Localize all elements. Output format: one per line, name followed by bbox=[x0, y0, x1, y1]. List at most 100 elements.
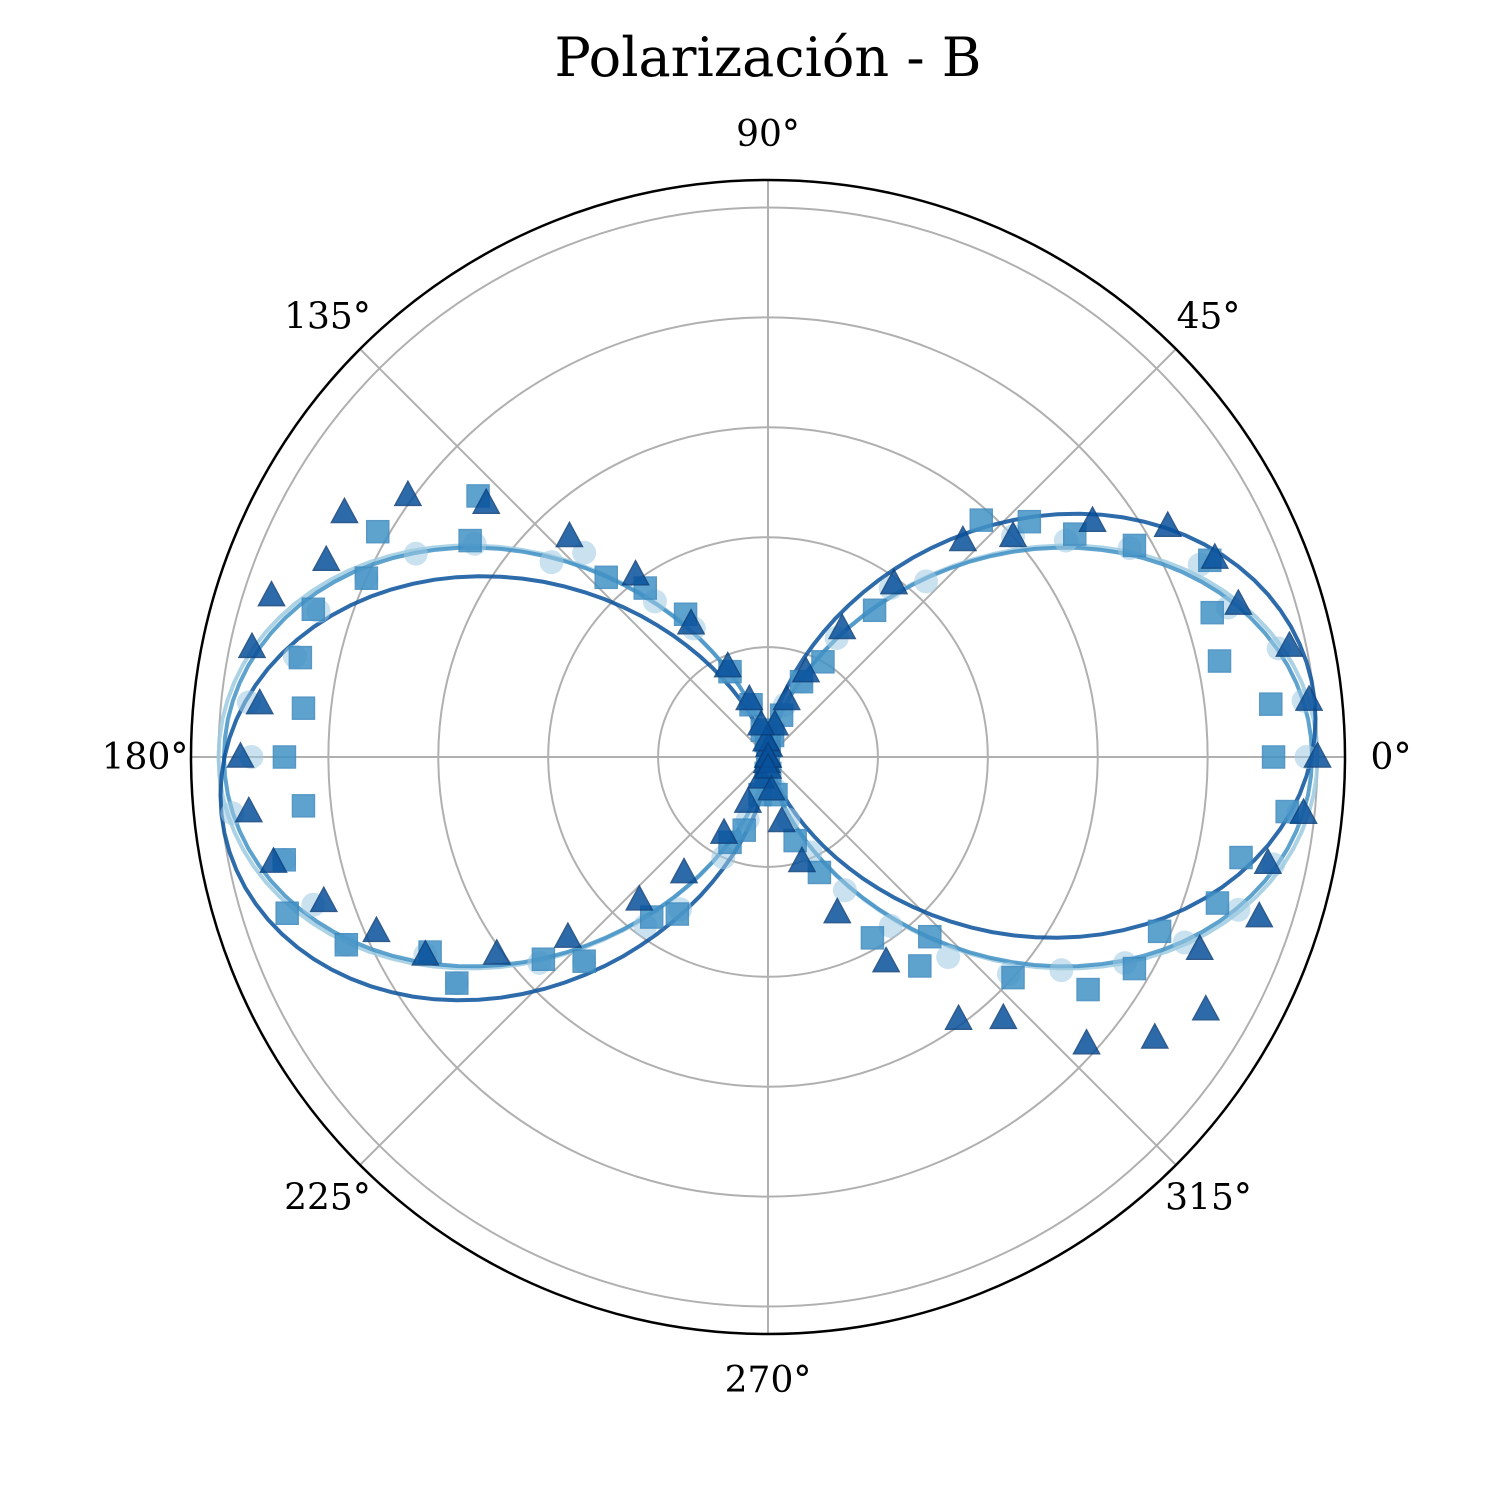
data-point-triangle bbox=[791, 656, 821, 683]
data-point-triangle bbox=[1185, 933, 1214, 960]
data-point-triangle bbox=[311, 544, 341, 572]
data-point-circle bbox=[403, 541, 428, 566]
data-point-circle bbox=[1049, 958, 1074, 983]
data-point-square bbox=[860, 926, 885, 950]
data-point-square bbox=[291, 794, 316, 818]
data-point-square bbox=[272, 745, 297, 769]
theta-tick-label: 135° bbox=[284, 296, 371, 337]
data-point-square bbox=[862, 598, 887, 623]
data-point-triangle bbox=[1140, 1022, 1170, 1049]
theta-tick-label: 225° bbox=[284, 1178, 371, 1219]
data-point-square bbox=[908, 954, 932, 978]
data-point-triangle bbox=[259, 846, 288, 873]
data-point-triangle bbox=[234, 795, 264, 823]
data-markers bbox=[220, 479, 1332, 1055]
data-point-triangle bbox=[1245, 901, 1274, 928]
data-point-triangle bbox=[245, 688, 275, 715]
data-point-triangle bbox=[257, 580, 286, 607]
data-point-triangle bbox=[823, 897, 852, 924]
data-point-square bbox=[1229, 845, 1253, 870]
data-point-triangle bbox=[1200, 542, 1230, 569]
data-point-triangle bbox=[1289, 797, 1318, 825]
data-point-square bbox=[1200, 600, 1224, 625]
data-point-triangle bbox=[998, 520, 1028, 548]
data-point-circle bbox=[914, 569, 939, 594]
data-point-square bbox=[1122, 533, 1147, 558]
data-point-triangle bbox=[669, 857, 699, 884]
data-point-square bbox=[783, 828, 807, 853]
theta-tick-labels: 0° 45° 90° 135° 180° 225° 270° 315° bbox=[102, 114, 1412, 1401]
data-point-square bbox=[1147, 919, 1172, 944]
data-point-square bbox=[531, 947, 556, 971]
data-point-circle bbox=[832, 878, 857, 903]
data-point-square bbox=[732, 818, 756, 842]
data-point-square bbox=[291, 696, 316, 720]
theta-tick-label: 90° bbox=[736, 114, 800, 155]
data-point-triangle bbox=[772, 683, 801, 711]
data-point-square bbox=[811, 650, 835, 674]
data-point-square bbox=[807, 860, 832, 885]
data-point-triangle bbox=[555, 520, 584, 548]
data-point-triangle bbox=[871, 946, 901, 973]
theta-tick-label: 270° bbox=[725, 1360, 812, 1401]
data-point-triangle bbox=[1191, 994, 1221, 1021]
data-point-triangle bbox=[1153, 510, 1183, 537]
data-point-triangle bbox=[482, 938, 512, 965]
data-point-triangle bbox=[553, 921, 583, 948]
theta-gridline bbox=[359, 348, 769, 758]
data-point-square bbox=[572, 949, 596, 973]
data-point-triangle bbox=[989, 1002, 1018, 1030]
data-point-square bbox=[366, 519, 390, 544]
data-point-triangle bbox=[393, 479, 423, 507]
data-point-triangle bbox=[753, 752, 783, 779]
data-point-circle bbox=[936, 945, 961, 970]
data-point-triangle bbox=[237, 631, 267, 659]
data-point-triangle bbox=[621, 559, 650, 586]
data-point-square bbox=[1122, 956, 1147, 981]
data-point-triangle bbox=[1078, 505, 1107, 532]
data-point-triangle bbox=[709, 817, 739, 844]
data-point-square bbox=[969, 508, 994, 532]
data-point-triangle bbox=[944, 1003, 973, 1031]
data-point-triangle bbox=[1224, 588, 1253, 615]
data-point-square bbox=[445, 971, 469, 995]
data-point-circle bbox=[878, 913, 903, 938]
data-point-triangle bbox=[676, 608, 706, 635]
data-point-triangle bbox=[767, 805, 796, 833]
data-point-square bbox=[275, 901, 299, 925]
data-point-triangle bbox=[625, 884, 654, 911]
polar-frame bbox=[189, 178, 1347, 1336]
fit-curve-triangle bbox=[218, 511, 1318, 1003]
data-point-triangle bbox=[1072, 1028, 1101, 1055]
data-point-triangle bbox=[733, 786, 763, 813]
data-point-triangle bbox=[735, 683, 764, 711]
data-point-triangle bbox=[787, 845, 817, 873]
data-point-square bbox=[1261, 745, 1286, 769]
theta-gridline bbox=[767, 756, 1177, 1166]
data-point-triangle bbox=[309, 885, 339, 913]
theta-tick-label: 45° bbox=[1177, 296, 1241, 337]
data-point-triangle bbox=[471, 487, 501, 515]
theta-tick-label: 0° bbox=[1371, 737, 1412, 778]
data-point-square bbox=[639, 905, 664, 929]
data-point-square bbox=[665, 902, 690, 926]
data-point-triangle bbox=[1275, 630, 1304, 657]
data-point-square bbox=[918, 924, 942, 949]
data-point-triangle bbox=[362, 915, 391, 943]
theta-tick-label: 180° bbox=[102, 737, 189, 778]
data-point-circle bbox=[539, 550, 564, 575]
data-point-triangle bbox=[226, 741, 255, 768]
data-point-square bbox=[354, 566, 379, 590]
data-point-triangle bbox=[1303, 741, 1332, 768]
theta-tick-label: 315° bbox=[1165, 1178, 1252, 1219]
data-point-square bbox=[1207, 649, 1232, 673]
data-point-triangle bbox=[1294, 684, 1324, 711]
data-point-square bbox=[288, 645, 313, 670]
data-point-square bbox=[334, 932, 359, 957]
data-point-square bbox=[1205, 891, 1230, 915]
data-point-square bbox=[1076, 977, 1100, 1002]
data-point-triangle bbox=[757, 774, 786, 801]
data-point-triangle bbox=[713, 651, 743, 678]
data-point-square bbox=[1259, 692, 1283, 716]
